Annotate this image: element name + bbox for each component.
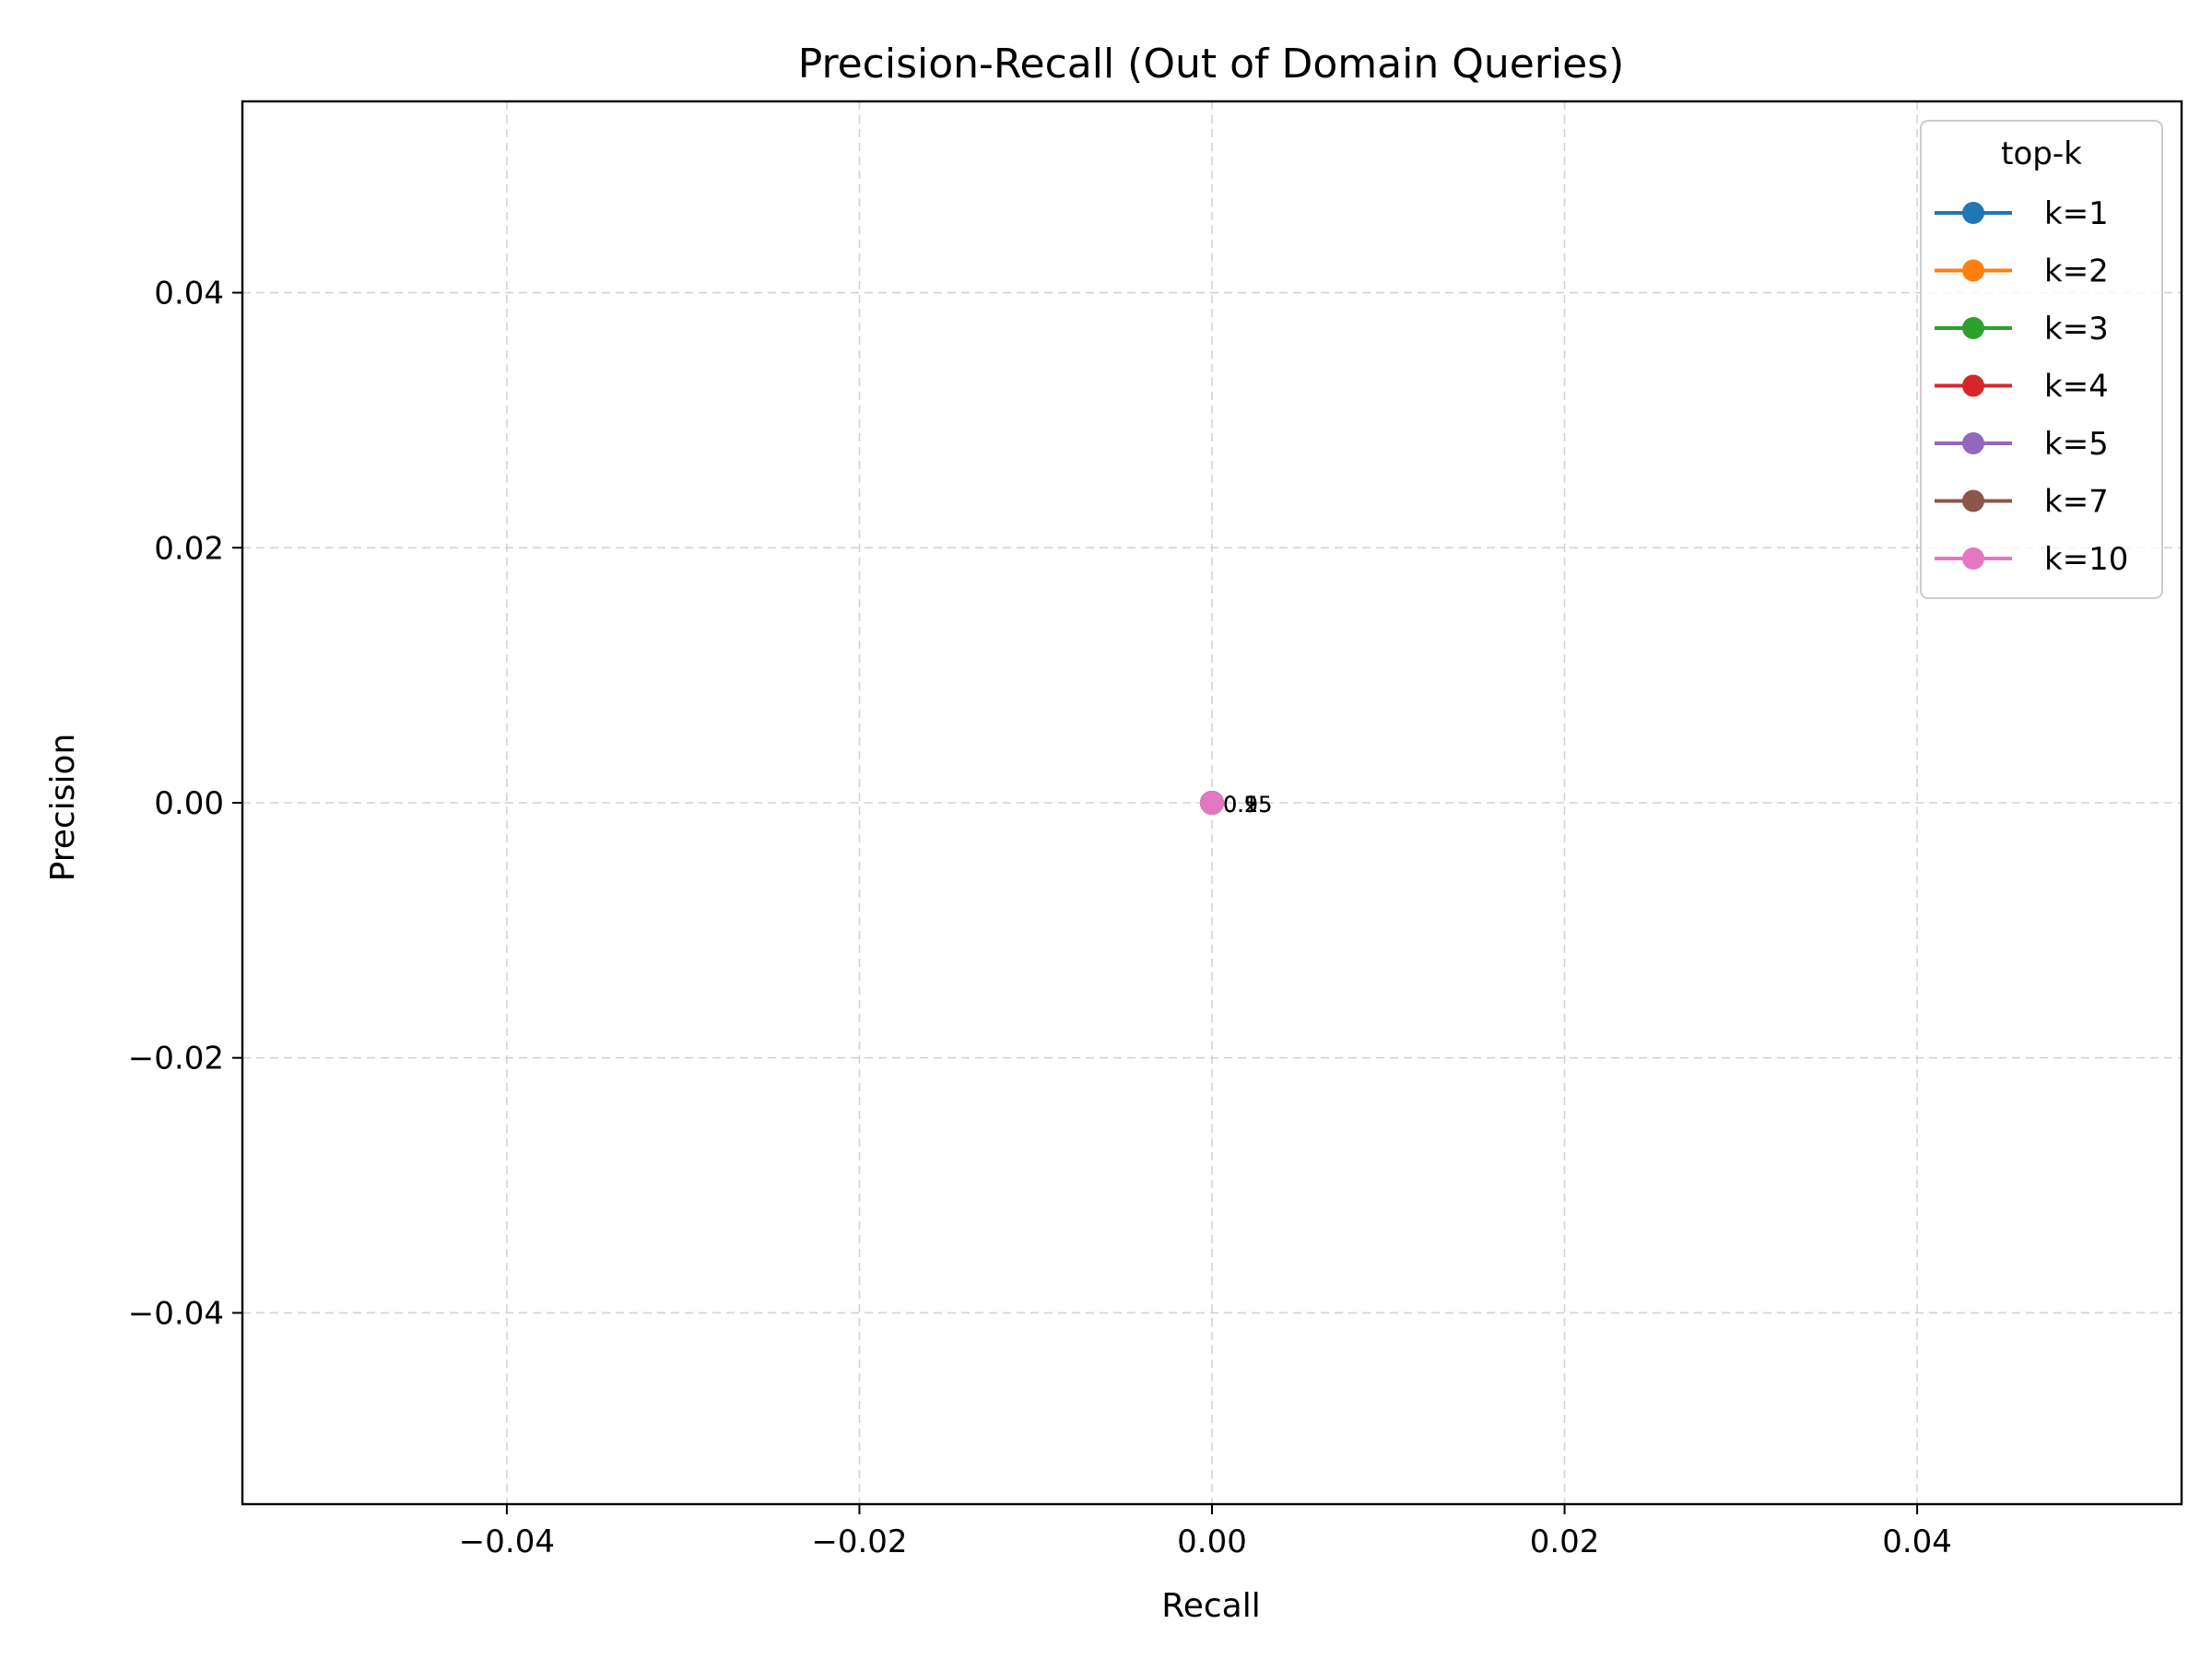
series-layer (1200, 791, 1224, 815)
y-tick-label: 0.04 (154, 276, 224, 312)
legend-swatch-marker (1962, 432, 1984, 454)
data-point (1200, 791, 1224, 815)
legend-swatch-marker (1962, 489, 1984, 512)
legend-item: k=10 (1935, 541, 2128, 578)
y-tick-label: 0.00 (154, 785, 224, 822)
x-tick-label: −0.04 (459, 1524, 555, 1560)
x-axis-label: Recall (1161, 1587, 1260, 1625)
legend-swatch-marker (1962, 202, 1984, 224)
x-tick-label: 0.04 (1882, 1524, 1952, 1560)
legend-item: k=3 (1935, 311, 2109, 347)
legend-swatch-marker (1962, 317, 1984, 339)
legend-box (1920, 120, 2163, 599)
legend-label: k=2 (2044, 253, 2109, 290)
y-tick-label: −0.02 (128, 1041, 224, 1077)
legend-label: k=1 (2044, 195, 2109, 232)
point-annotation: 0.15 (1223, 792, 1272, 818)
legend-swatch-marker (1962, 259, 1984, 282)
legend-item: k=1 (1935, 195, 2109, 232)
legend-swatch-marker (1962, 547, 1984, 570)
legend-item: k=5 (1935, 426, 2109, 463)
grid-lines (242, 101, 2182, 1504)
legend-label: k=7 (2044, 484, 2109, 521)
point-annotation: 0.95 (1223, 792, 1272, 818)
legend-label: k=3 (2044, 311, 2109, 347)
point-annotation: 0.25 (1223, 792, 1272, 818)
legend-label: k=4 (2044, 369, 2109, 406)
chart-title: Precision-Recall (Out of Domain Queries) (798, 41, 1625, 88)
x-tick-label: −0.02 (811, 1524, 907, 1560)
legend-label: k=10 (2044, 541, 2128, 578)
y-tick-label: 0.02 (154, 530, 224, 567)
legend-items: k=1 k=2 k=3 k=4 k=5 k=7 k=10 (1935, 195, 2128, 578)
x-tick-label: 0.00 (1177, 1524, 1247, 1560)
legend-swatch-marker (1962, 374, 1984, 397)
legend-item: k=2 (1935, 253, 2109, 290)
axis-ticks: −0.04 −0.02 0.00 0.02 0.04 −0.04 −0.02 0.00 0.02… (128, 276, 1952, 1560)
legend: top-k k=1 k=2 k=3 k=4 k=5 k=7 k=10 (1920, 120, 2163, 599)
point-annotation: 0.5 (1223, 792, 1258, 818)
y-tick-label: −0.04 (128, 1295, 224, 1332)
y-axis-label: Precision (44, 734, 82, 882)
legend-item: k=7 (1935, 484, 2109, 521)
x-tick-label: 0.02 (1530, 1524, 1600, 1560)
legend-title: top-k (2001, 135, 2082, 172)
point-annotations: 0.150.250.50.95 (1223, 792, 1272, 818)
legend-label: k=5 (2044, 426, 2109, 463)
series-k=10 (1200, 791, 1224, 815)
legend-item: k=4 (1935, 369, 2109, 406)
